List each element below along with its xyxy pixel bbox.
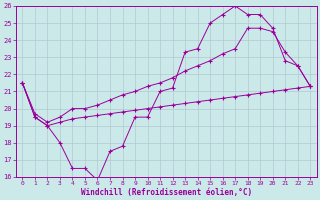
X-axis label: Windchill (Refroidissement éolien,°C): Windchill (Refroidissement éolien,°C) [81, 188, 252, 197]
